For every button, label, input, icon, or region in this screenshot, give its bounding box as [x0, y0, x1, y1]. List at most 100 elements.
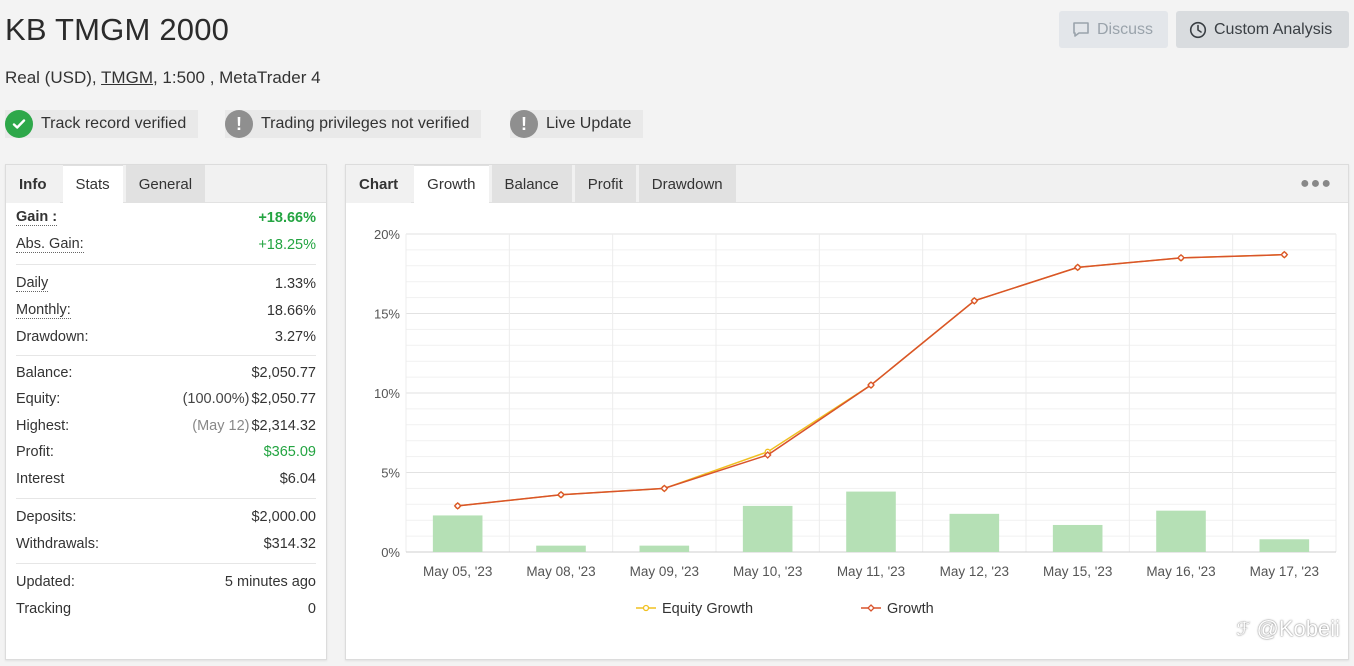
y-tick-label: 10%: [374, 386, 400, 401]
daily-value: 1.33%: [274, 276, 316, 293]
y-tick-label: 0%: [381, 545, 400, 560]
stat-row-interest: Interest $6.04: [16, 466, 316, 493]
series-point: [1073, 263, 1082, 272]
interest-label: Interest: [16, 470, 65, 487]
balance-label: Balance:: [16, 364, 73, 381]
custom-analysis-label: Custom Analysis: [1214, 20, 1333, 38]
withdrawals-value: $314.32: [263, 535, 316, 552]
tab-drawdown[interactable]: Drawdown: [638, 165, 736, 203]
tab-growth[interactable]: Growth: [414, 165, 489, 203]
series-point: [867, 381, 875, 389]
daily-label[interactable]: Daily: [16, 275, 49, 293]
abs-gain-label[interactable]: Abs. Gain:: [16, 235, 84, 253]
bar: [846, 491, 896, 552]
updated-label: Updated:: [16, 574, 75, 591]
stat-row-withdrawals: Withdrawals: $314.32: [16, 531, 316, 558]
x-tick-label: May 08, '23: [526, 564, 595, 579]
tab-info[interactable]: Info: [6, 165, 60, 203]
account-subtitle: Real (USD), TMGM, 1:500 , MetaTrader 4: [5, 68, 321, 88]
discuss-button[interactable]: Discuss: [1059, 11, 1168, 48]
bar: [949, 513, 1000, 552]
stat-row-profit: Profit: $365.09: [16, 439, 316, 466]
monthly-value: 18.66%: [266, 302, 316, 319]
bar: [432, 515, 483, 552]
stats-list: Gain : +18.66% Abs. Gain: +18.25% Daily …: [6, 205, 326, 622]
tab-chart[interactable]: Chart: [346, 165, 412, 203]
gain-value: +18.66%: [258, 210, 316, 227]
exclamation-icon: !: [225, 110, 253, 138]
stat-row-abs-gain: Abs. Gain: +18.25%: [16, 232, 316, 259]
x-tick-label: May 09, '23: [630, 564, 699, 579]
series-point: [1280, 250, 1289, 259]
abs-gain-value: +18.25%: [258, 236, 316, 253]
y-tick-label: 20%: [374, 227, 400, 242]
broker-link[interactable]: TMGM: [101, 68, 153, 87]
profit-label: Profit:: [16, 444, 54, 461]
x-tick-label: May 12, '23: [940, 564, 1009, 579]
tracking-value: 0: [307, 600, 316, 617]
leverage-platform: , 1:500 , MetaTrader 4: [152, 68, 321, 87]
series-point: [660, 484, 669, 493]
legend-label: Equity Growth: [662, 601, 753, 617]
tracking-label: Tracking: [16, 600, 72, 617]
stat-row-gain: Gain : +18.66%: [16, 205, 316, 232]
growth-chart-svg: 0% 5% 10% 15% 20% May 05, '23 May 08, '23 May 0…: [374, 227, 1337, 617]
monthly-label[interactable]: Monthly:: [16, 301, 71, 319]
stat-row-drawdown: Drawdown: 3.27%: [16, 324, 316, 351]
gain-label[interactable]: Gain :: [16, 209, 58, 227]
legend-marker: [642, 604, 650, 612]
page-title: KB TMGM 2000: [5, 12, 230, 47]
stats-tabs: Info Stats General: [6, 165, 326, 203]
stat-row-deposits: Deposits: $2,000.00: [16, 504, 316, 531]
stat-row-equity: Equity: (100.00%) $2,050.77: [16, 386, 316, 413]
trading-privileges-label: Trading privileges not verified: [261, 115, 470, 132]
series-point: [1177, 253, 1185, 262]
stat-row-balance: Balance: $2,050.77: [16, 360, 316, 387]
equity-value: $2,050.77: [251, 391, 316, 408]
equity-label: Equity:: [16, 391, 61, 408]
withdrawals-label: Withdrawals:: [16, 535, 99, 552]
interest-value: $6.04: [279, 470, 316, 487]
growth-chart: 0% 5% 10% 15% 20% May 05, '23 May 08, '23 May 0…: [346, 204, 1348, 659]
deposits-value: $2,000.00: [251, 509, 316, 526]
bar: [742, 505, 793, 552]
track-record-label: Track record verified: [41, 115, 187, 132]
stat-row-updated: Updated: 5 minutes ago: [16, 569, 316, 596]
more-options-icon[interactable]: ●●●: [1300, 175, 1332, 192]
live-update-label: Live Update: [546, 115, 632, 132]
tab-stats[interactable]: Stats: [62, 165, 123, 203]
balance-value: $2,050.77: [251, 364, 316, 381]
series-point: [763, 451, 772, 459]
tab-profit[interactable]: Profit: [574, 165, 636, 203]
x-tick-label: May 05, '23: [423, 564, 492, 579]
series-point: [453, 501, 462, 510]
chart-tabs: Chart Growth Balance Profit Drawdown: [346, 165, 1348, 203]
tab-balance[interactable]: Balance: [491, 165, 572, 203]
bar: [1052, 524, 1103, 552]
live-update-badge: ! Live Update: [510, 110, 644, 138]
check-icon: [5, 110, 33, 138]
stats-panel: Info Stats General Gain : +18.66% Abs. G…: [5, 164, 327, 660]
watermark-text: @Kobeii: [1256, 616, 1341, 641]
custom-analysis-button[interactable]: Custom Analysis: [1176, 11, 1349, 48]
clock-icon: [1189, 21, 1207, 38]
trading-privileges-badge: ! Trading privileges not verified: [225, 110, 482, 138]
highest-label: Highest:: [16, 417, 70, 434]
bar: [639, 545, 690, 552]
equity-note: (100.00%): [182, 391, 250, 408]
tab-general[interactable]: General: [125, 165, 206, 203]
x-tick-label: May 16, '23: [1146, 564, 1215, 579]
bar: [1259, 539, 1310, 552]
comment-icon: [1073, 21, 1089, 37]
discuss-label: Discuss: [1097, 20, 1154, 38]
updated-value: 5 minutes ago: [224, 574, 316, 591]
bar: [536, 545, 586, 552]
bar: [1156, 510, 1206, 552]
watermark-logo-icon: ℱ: [1236, 618, 1251, 639]
stat-row-daily: Daily 1.33%: [16, 271, 316, 298]
account-type: Real (USD),: [5, 68, 97, 87]
legend-marker: [867, 604, 875, 612]
x-tick-label: May 10, '23: [733, 564, 802, 579]
x-tick-label: May 11, '23: [837, 564, 905, 579]
stat-row-monthly: Monthly: 18.66%: [16, 298, 316, 325]
